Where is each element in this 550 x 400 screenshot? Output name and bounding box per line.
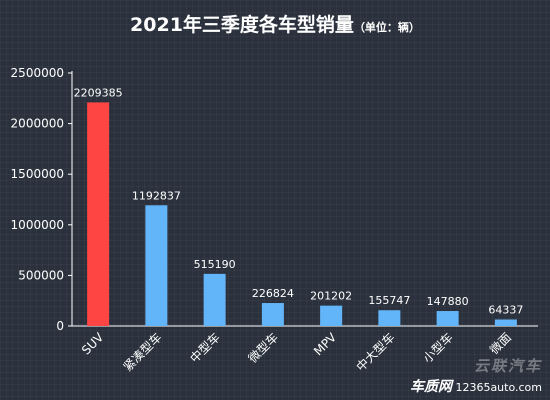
y-tick-label: 1500000: [11, 167, 64, 181]
chart-title: 2021年三季度各车型销量（单位：辆）: [0, 10, 550, 37]
chart-title-unit: （单位：辆）: [353, 21, 420, 34]
bar-3: [203, 273, 226, 326]
bar-6: [378, 310, 401, 326]
category-label-1: SUV: [79, 330, 107, 358]
data-label-7: 147880: [427, 295, 469, 308]
category-label-8: 微面: [487, 330, 514, 357]
data-label-5: 201202: [310, 290, 352, 303]
bar-5: [320, 305, 343, 326]
bar-7: [436, 311, 459, 326]
category-label-6: 中大型车: [353, 330, 398, 375]
y-tick-label: 2000000: [11, 117, 64, 131]
data-label-3: 515190: [194, 258, 236, 271]
y-tick-label: 0: [56, 319, 64, 333]
data-label-1: 2209385: [74, 86, 123, 99]
watermark-site-brand: 车质网: [409, 379, 452, 395]
data-label-6: 155747: [368, 294, 410, 307]
watermark-site-url: 12365auto.com: [455, 381, 542, 394]
category-label-4: 微型车: [245, 330, 281, 366]
bar-1: [87, 102, 110, 326]
watermark: 云联汽车 车质网 12365auto.com: [410, 355, 542, 396]
chart-title-main: 2021年三季度各车型销量: [130, 14, 354, 36]
category-label-5: MPV: [311, 330, 340, 359]
category-label-2: 紧凑型车: [120, 330, 165, 375]
watermark-site: 车质网 12365auto.com: [410, 376, 542, 396]
watermark-brand-cn: 云联汽车: [473, 357, 542, 375]
data-label-4: 226824: [252, 287, 294, 300]
data-label-8: 64337: [488, 303, 523, 316]
bar-4: [261, 303, 284, 326]
bar-2: [145, 205, 168, 326]
data-label-2: 1192837: [132, 189, 181, 202]
y-tick-label: 1000000: [11, 218, 64, 232]
y-tick-label: 500000: [18, 268, 64, 282]
bar-8: [494, 319, 517, 326]
y-tick-label: 2500000: [11, 66, 64, 80]
category-label-3: 中型车: [187, 330, 223, 366]
